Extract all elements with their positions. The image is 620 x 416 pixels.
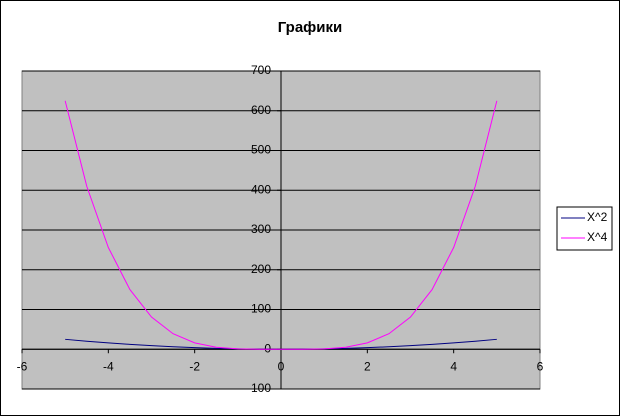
legend-label: X^2 [587,210,608,224]
chart-title: Графики [278,19,343,36]
legend-label: X^4 [587,230,608,244]
y-tick-label: 300 [251,222,271,236]
legend [556,206,613,251]
y-tick-label: 100 [251,302,271,316]
x-tick-label: -2 [189,359,200,373]
x-tick-label: 6 [537,359,544,373]
y-tick-label: 400 [251,182,271,196]
y-tick-label: 700 [251,63,271,77]
y-tick-label: 600 [251,103,271,117]
y-tick-label: -100 [247,381,271,395]
x-tick-label: 4 [450,359,457,373]
x-tick-label: 2 [364,359,371,373]
y-tick-label: 200 [251,262,271,276]
x-tick-label: -4 [103,359,114,373]
x-tick-label: -6 [17,359,28,373]
y-tick-label: 500 [251,143,271,157]
y-tick-label: 0 [264,341,271,355]
series-line [64,100,498,350]
